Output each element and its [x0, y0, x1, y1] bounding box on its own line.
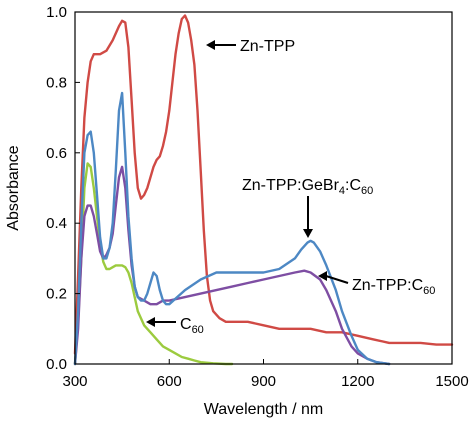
series-layer: [73, 14, 454, 366]
y-tick-label: 0.2: [46, 286, 67, 303]
y-tick-label: 0.6: [46, 145, 67, 162]
annotation-arrowhead: [303, 229, 313, 238]
annotation-arrowhead: [206, 40, 215, 50]
ticks-layer: [74, 11, 453, 365]
x-tick-label: 1500: [435, 373, 468, 390]
annotation-zn-tpp-gebr4-c60: Zn-TPP:GeBr4:C60: [242, 177, 373, 197]
x-tick-label: 300: [62, 373, 87, 390]
annotation-arrowhead: [146, 317, 155, 327]
y-tick-label: 1.0: [46, 4, 67, 21]
y-axis-title: Absorbance: [5, 145, 22, 230]
y-tick-label: 0.0: [46, 356, 67, 373]
series-line-c60: [73, 162, 234, 366]
x-axis-title: Wavelength / nm: [204, 401, 323, 418]
annotation-c60: C60: [180, 316, 204, 336]
series-line-zn-tpp: [73, 14, 454, 355]
annotation-zn-tpp: Zn-TPP: [240, 38, 295, 55]
series-line-zn-tpp-gebr4-c60: [73, 91, 391, 366]
x-tick-label: 1200: [341, 373, 374, 390]
annotation-arrowhead: [318, 271, 327, 281]
annotations-layer: Zn-TPP C60 Zn-TPP:C60 Zn-TPP:GeBr4:C60: [146, 38, 435, 336]
tick-labels-layer: 300 600 900 1200 1500 0.0 0.2 0.4 0.6 0.8 1.0: [46, 4, 469, 390]
x-tick-label: 900: [251, 373, 276, 390]
series-line-zn-tpp-c60: [73, 165, 391, 366]
annotation-arrow: [325, 275, 349, 284]
y-tick-label: 0.4: [46, 215, 67, 232]
y-tick-label: 0.8: [46, 74, 67, 91]
annotation-zn-tpp-c60: Zn-TPP:C60: [352, 277, 435, 297]
x-tick-label: 600: [157, 373, 182, 390]
